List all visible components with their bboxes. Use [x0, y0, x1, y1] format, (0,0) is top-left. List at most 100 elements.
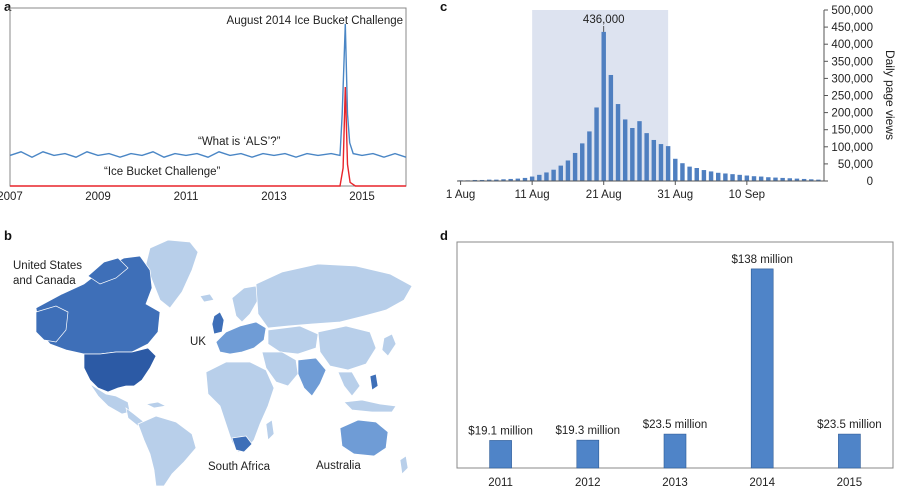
- panel-c-y-tick-label: 200,000: [831, 108, 873, 120]
- panel-c-bar: [651, 139, 657, 181]
- panel-c-y-tick-label: 500,000: [831, 5, 873, 17]
- panel-c-bar: [486, 179, 492, 181]
- panel-c-bar: [708, 171, 714, 181]
- map-middle-east: [261, 351, 299, 387]
- panel-d-letter: d: [440, 228, 448, 243]
- map-greenland: [145, 239, 199, 309]
- panel-a-x-tick-label: 2011: [174, 191, 199, 203]
- panel-d-bar: [838, 433, 861, 469]
- panel-c-y-tick-label: 450,000: [831, 22, 873, 34]
- map-australia: [339, 419, 389, 457]
- panel-c-bar: [529, 176, 535, 181]
- panel-a-annotation: August 2014 Ice Bucket Challenge: [227, 15, 403, 27]
- panel-c-bar: [537, 174, 542, 181]
- panel-d-x-tick-label: 2015: [837, 477, 863, 488]
- panel-c-y-tick-label: 300,000: [831, 73, 873, 85]
- panel-c-bar: [744, 175, 750, 181]
- panel-c-bar: [615, 104, 621, 181]
- panel-d-bar: [489, 440, 512, 469]
- panel-c-bar: [787, 178, 793, 181]
- panel-c-bar: [551, 169, 556, 181]
- panel-a-series-als-label: “What is ‘ALS’?”: [198, 136, 281, 148]
- panel-c-bar: [809, 179, 814, 181]
- panel-c-x-tick-label: 31 Aug: [657, 189, 693, 201]
- map-madagascar: [265, 419, 275, 441]
- panel-c-bar: [701, 170, 707, 181]
- map-label-south-africa: South Africa: [208, 461, 271, 473]
- panel-c-bar: [501, 179, 506, 181]
- panel-b-world-map: United States and Canada UK South Africa…: [13, 239, 413, 486]
- panel-d-value-label: $19.1 million: [468, 425, 533, 437]
- panel-c-bar: [630, 127, 635, 181]
- panel-d-bar: [576, 439, 600, 469]
- map-russia: [255, 263, 413, 329]
- panel-d-value-label: $23.5 million: [643, 419, 708, 431]
- panel-c-x-tick-label: 11 Aug: [515, 189, 550, 201]
- panel-c-peak-label: 436,000: [583, 14, 625, 26]
- panel-a-letter: a: [4, 0, 12, 14]
- panel-a-x-tick-label: 2015: [349, 191, 375, 203]
- map-label-us-line2: and Canada: [13, 275, 76, 287]
- panel-a-series-line-als: [9, 23, 407, 158]
- panel-c-bar: [472, 179, 478, 181]
- map-caribbean: [144, 401, 168, 409]
- map-southeast-asia: [337, 371, 361, 397]
- panel-c-x-tick-label: 1 Aug: [446, 189, 475, 201]
- panel-c-bar: [594, 107, 599, 181]
- map-india: [297, 357, 327, 397]
- panel-c-y-tick-label: 0: [867, 176, 873, 188]
- map-label-uk: UK: [190, 336, 206, 348]
- panel-c-bar: [565, 160, 571, 181]
- map-central-asia: [267, 325, 319, 355]
- panel-c-bar: [723, 173, 728, 181]
- panel-c-bar: [608, 74, 614, 181]
- map-label-australia: Australia: [316, 460, 361, 472]
- panel-d-chart: $19.1 million $19.3 million $23.5 million $…: [456, 241, 894, 488]
- panel-c-bar: [716, 172, 721, 181]
- map-south-america: [137, 415, 197, 486]
- map-china: [317, 325, 377, 371]
- map-indonesia: [343, 399, 397, 413]
- panel-c-x-tick-label: 10 Sep: [729, 189, 765, 201]
- panel-c-bar: [658, 144, 664, 181]
- panel-c-y-tick-label: 350,000: [831, 56, 873, 68]
- panel-d-value-label: $23.5 million: [817, 419, 882, 431]
- map-africa: [205, 361, 275, 453]
- panel-c-bar: [522, 177, 528, 181]
- panel-c-bar: [494, 179, 499, 181]
- panel-c-bar: [780, 177, 785, 181]
- panel-c-bar: [794, 178, 800, 181]
- panel-a-series-ibc-label: “Ice Bucket Challenge”: [104, 166, 221, 178]
- panel-c-bar: [637, 121, 642, 181]
- panel-c-bar: [687, 166, 692, 181]
- panel-c-bar: [694, 168, 699, 181]
- map-uk: [211, 311, 225, 335]
- panel-d-x-tick-label: 2012: [575, 477, 601, 488]
- map-south-africa: [231, 435, 253, 453]
- panel-c-bar: [758, 176, 764, 181]
- panel-c-bar: [544, 172, 549, 181]
- map-europe: [215, 321, 267, 355]
- panel-c-bar: [730, 174, 735, 181]
- panel-d-bar: [750, 268, 774, 469]
- panel-c-bar: [665, 146, 671, 181]
- panel-c-bar: [622, 119, 628, 181]
- panel-c-bar: [816, 179, 821, 181]
- map-label-us-line1: United States: [13, 260, 82, 272]
- panel-c-x-tick-label: 21 Aug: [586, 189, 622, 201]
- panel-c-bar: [680, 163, 685, 181]
- panel-c-bar: [479, 179, 485, 181]
- panel-a-x-tick-label: 2009: [85, 191, 111, 203]
- panel-d-x-tick-label: 2011: [488, 477, 513, 488]
- panel-c-y-tick-label: 400,000: [831, 39, 873, 51]
- map-canada-arctic: [87, 257, 129, 285]
- panel-c-bar: [587, 131, 592, 181]
- panel-a-x-tick-label: 2013: [261, 191, 287, 203]
- panel-c-bar: [644, 133, 649, 181]
- panel-a-chart: 2007 2009 2011 2013 2015 August 2014 Ice Buc…: [0, 7, 407, 203]
- panel-a-x-tick-label: 2007: [0, 191, 23, 203]
- panel-c-bar: [737, 174, 742, 181]
- panel-c-bar: [751, 176, 757, 181]
- map-scandinavia: [231, 285, 259, 323]
- panel-d-x-tick-label: 2014: [749, 477, 775, 488]
